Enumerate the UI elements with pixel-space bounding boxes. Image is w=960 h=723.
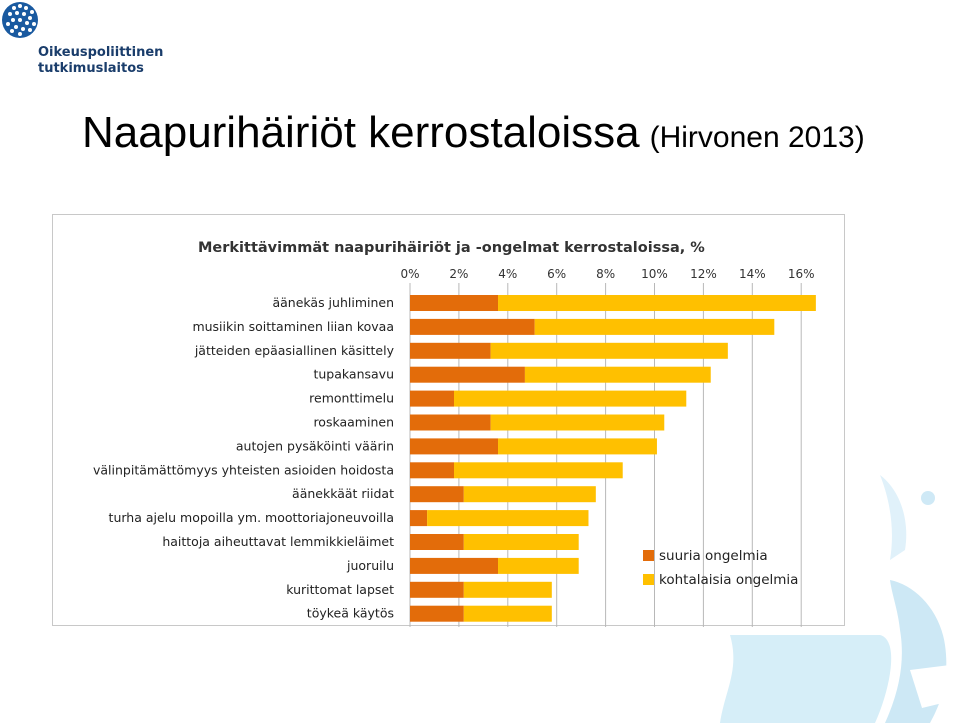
x-tick-label: 2%	[449, 267, 468, 281]
bar-suuria-ongelmia	[410, 318, 535, 335]
bar-kohtalaisia-ongelmia	[454, 390, 687, 407]
bar-kohtalaisia-ongelmia	[427, 510, 589, 527]
bar-suuria-ongelmia	[410, 438, 499, 455]
bar-kohtalaisia-ongelmia	[534, 318, 775, 335]
bar-kohtalaisia-ongelmia	[490, 414, 665, 431]
x-tick-label: 6%	[547, 267, 566, 281]
bar-suuria-ongelmia	[410, 557, 499, 574]
logo-line-1: Oikeuspoliittinen	[38, 45, 164, 60]
category-label: äänekäs juhliminen	[272, 295, 394, 310]
category-label: juoruilu	[346, 558, 394, 573]
stacked-bar-chart: Merkittävimmät naapurihäiriöt ja -ongelm…	[93, 240, 816, 627]
category-label: äänekkäät riidat	[292, 486, 394, 501]
bar-kohtalaisia-ongelmia	[463, 605, 552, 622]
category-label: jätteiden epäasiallinen käsittely	[194, 343, 395, 358]
bar-suuria-ongelmia	[410, 510, 428, 527]
category-label: tupakansavu	[313, 367, 394, 382]
x-tick-label: 0%	[400, 267, 419, 281]
bar-suuria-ongelmia	[410, 462, 455, 479]
bar-kohtalaisia-ongelmia	[463, 581, 552, 598]
bar-suuria-ongelmia	[410, 366, 525, 383]
legend-swatch	[643, 550, 654, 561]
category-label: roskaaminen	[313, 415, 394, 430]
category-label: autojen pysäköinti väärin	[236, 438, 394, 453]
bar-suuria-ongelmia	[410, 295, 499, 311]
bar-kohtalaisia-ongelmia	[498, 438, 657, 455]
category-label: välinpitämättömyys yhteisten asioiden ho…	[93, 462, 394, 477]
legend-label: suuria ongelmia	[659, 548, 768, 564]
dot-globe-logo-icon	[2, 2, 38, 38]
decorative-background-shapes	[720, 475, 955, 723]
category-label: töykeä käytös	[307, 606, 394, 621]
bar-suuria-ongelmia	[410, 414, 491, 431]
x-tick-label: 4%	[498, 267, 517, 281]
bar-suuria-ongelmia	[410, 390, 455, 407]
bar-suuria-ongelmia	[410, 534, 464, 550]
bar-kohtalaisia-ongelmia	[498, 295, 816, 311]
slide-title-source: (Hirvonen 2013)	[649, 121, 865, 154]
x-tick-label: 8%	[596, 267, 615, 281]
x-tick-label: 12%	[690, 267, 717, 281]
bar-suuria-ongelmia	[410, 486, 464, 503]
bar-suuria-ongelmia	[410, 581, 464, 598]
logo-line-2: tutkimuslaitos	[38, 61, 144, 76]
bar-suuria-ongelmia	[410, 605, 464, 622]
bar-suuria-ongelmia	[410, 342, 491, 359]
x-tick-label: 14%	[739, 267, 766, 281]
bar-kohtalaisia-ongelmia	[524, 366, 711, 383]
category-label: kurittomat lapset	[286, 582, 394, 597]
category-label: haittoja aiheuttavat lemmikkieläimet	[162, 534, 394, 549]
bar-kohtalaisia-ongelmia	[498, 557, 579, 574]
bar-kohtalaisia-ongelmia	[463, 534, 579, 550]
bar-kohtalaisia-ongelmia	[490, 342, 728, 359]
category-label: remonttimelu	[309, 391, 394, 406]
legend-label: kohtalaisia ongelmia	[659, 572, 798, 588]
legend-swatch	[643, 574, 654, 585]
category-label: musiikin soittaminen liian kovaa	[192, 319, 394, 334]
x-tick-label: 10%	[641, 267, 668, 281]
slide-title: Naapurihäiriöt kerrostaloissa (Hirvonen 2…	[82, 108, 865, 158]
bar-kohtalaisia-ongelmia	[463, 486, 596, 503]
chart-title: Merkittävimmät naapurihäiriöt ja -ongelm…	[198, 240, 705, 256]
slide-title-main: Naapurihäiriöt kerrostaloissa	[82, 108, 640, 157]
institute-logo: Oikeuspoliittinen tutkimuslaitos	[0, 0, 180, 80]
category-label: turha ajelu mopoilla ym. moottoriajoneuv…	[109, 510, 394, 525]
x-tick-label: 16%	[788, 267, 815, 281]
bar-kohtalaisia-ongelmia	[454, 462, 623, 479]
chart-frame: Merkittävimmät naapurihäiriöt ja -ongelm…	[52, 214, 845, 627]
